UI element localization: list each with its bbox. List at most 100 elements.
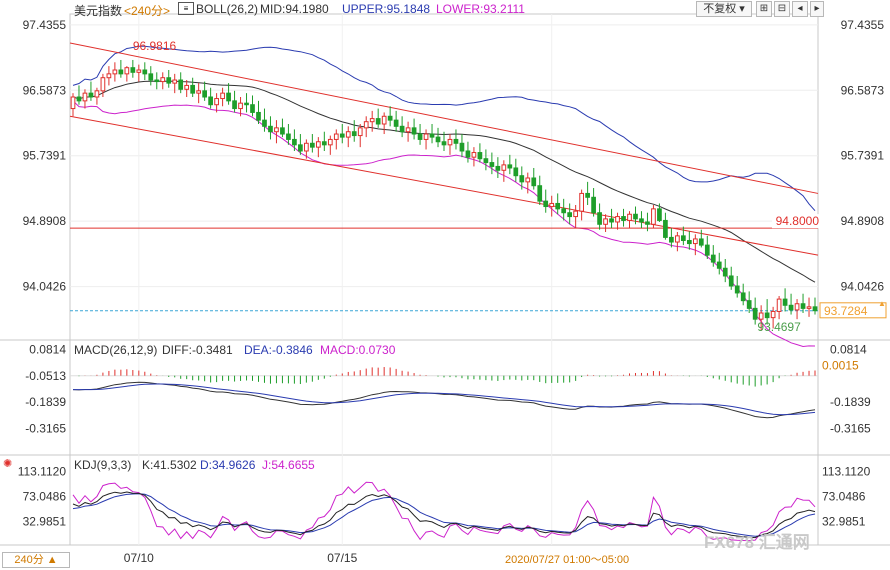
candle-body [142,69,148,75]
kdj-label: KDJ(9,3,3) [74,458,132,472]
y-tick-right: 94.0426 [841,280,885,294]
dea-line [73,383,816,416]
settings-icon[interactable]: ✺ [3,458,13,470]
boll-lower-line [72,100,816,348]
kdj-j-line [72,481,816,542]
period-button[interactable]: 240分 ▲ [2,552,70,568]
candle-body [136,69,142,73]
candle-body [770,310,776,319]
candle-body [686,239,692,245]
candle-body [166,77,172,84]
candle-body [788,304,794,311]
high-label: 96.9816 [133,39,177,53]
candle-body [734,285,740,294]
candle-body [333,133,339,140]
y-tick-left: 94.0426 [23,280,67,294]
candle-body [698,238,704,246]
candle-body [417,133,423,140]
kdj-tick-left: 113.1120 [18,465,67,479]
candle-body [657,208,662,221]
boll-mid: MID:94.1980 [260,2,329,16]
candle-body [651,208,656,225]
candle-body [256,111,261,121]
kdj-j: J:54.6655 [262,458,315,472]
candle-body [112,69,118,75]
candle-body [603,218,608,225]
candle-body [357,127,363,137]
candle-body [800,303,806,309]
move-right-icon[interactable]: ▸ [810,1,824,17]
candle-body [208,96,213,106]
candle-body [375,118,381,125]
candle-body [304,142,309,152]
candle-body [591,196,596,214]
candle-body [82,92,88,102]
candle-body [740,292,746,302]
candle-body [363,121,369,129]
candle-body [561,208,567,214]
kdj-tick-right: 113.1120 [822,465,871,479]
candle-body [573,210,579,218]
period-button-label: 240分 [14,554,44,566]
candle-body [752,307,758,320]
candle-body [226,92,231,102]
candle-body [459,142,465,152]
candle-body [615,216,620,223]
candle-body [477,152,483,160]
candle-body [345,131,351,138]
kdj-k: K:41.5302 [142,458,197,472]
candle-body [537,185,543,202]
kdj-k-line [72,491,816,539]
candle-body [776,298,782,312]
macd-tick-left: -0.1839 [25,395,66,409]
candle-body [716,261,722,269]
level-label: 94.8000 [776,214,820,228]
candle-body [262,119,267,127]
candle-body [327,138,333,146]
candle-body [315,141,321,148]
macd-tick-left: 0.0814 [29,343,66,357]
candle-body [447,138,453,146]
move-left-icon[interactable]: ◂ [792,1,808,17]
kdj-d: D:34.9626 [200,458,256,472]
candle-body [100,77,106,92]
crosshair-time: 2020/07/27 01:00～05:00 [505,551,630,567]
candle-body [806,306,812,309]
channel-lower-line [69,115,819,256]
kdj-d-line [72,493,816,537]
zoom-in-icon[interactable]: ⊞ [756,1,772,17]
symbol-label: 美元指数 [74,4,123,18]
candle-body [435,136,441,143]
low-label: 93.4697 [757,320,801,334]
y-tick-right: 94.8908 [841,214,885,228]
candle-body [351,131,357,137]
candle-body [543,200,549,208]
candle-body [292,138,297,146]
period-label[interactable]: <240分> [124,4,171,18]
zoom-out-icon[interactable]: ⊟ [774,1,790,17]
adjust-select[interactable]: 不复权 ▾ [696,1,752,17]
candle-body [94,90,100,98]
candle-body [609,218,614,223]
candle-body [184,84,190,90]
macd-tick-right: -0.1839 [830,395,871,409]
candle-body [782,298,788,306]
macd-diff: DIFF:-0.3481 [162,343,233,357]
candle-body [238,102,243,110]
candle-body [812,306,818,312]
candle-body [88,92,94,98]
boll-icon[interactable]: ≡ [178,2,194,15]
candle-body [381,115,387,125]
kdj-tick-left: 32.9851 [23,514,67,528]
candle-body [794,303,800,311]
last-price-label: 93.7284 [824,304,868,318]
boll-label: BOLL(26,2) [196,2,259,16]
candle-body [507,164,513,169]
candle-body [513,167,519,177]
watermark: FX678 汇通网 [704,533,810,552]
candle-body [567,212,573,218]
candle-body [627,213,632,221]
candle-body [286,133,291,140]
chevron-up-icon: ▲ [46,554,58,566]
